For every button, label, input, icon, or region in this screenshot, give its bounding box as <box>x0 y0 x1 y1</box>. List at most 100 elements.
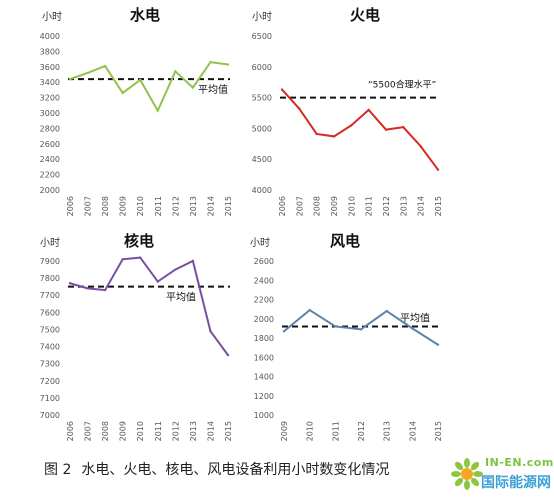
x-tick-label: 2013 <box>189 196 198 216</box>
x-tick-label: 2014 <box>417 196 426 216</box>
data-point <box>86 287 89 290</box>
x-tick-label: 2011 <box>331 421 340 441</box>
y-tick-label: 4000 <box>40 32 60 41</box>
x-tick-label: 2011 <box>154 196 163 216</box>
y-tick-label: 1800 <box>254 334 274 343</box>
x-tick-label: 2014 <box>408 421 417 441</box>
chart-nuclear: 核电 小时 7000 7100 7200 7300 7400 7500 7600 7700 78… <box>40 232 233 441</box>
data-point <box>68 282 72 285</box>
x-tick-label: 2009 <box>280 421 289 441</box>
data-point <box>332 135 336 138</box>
data-point <box>139 78 142 82</box>
data-point <box>436 343 440 346</box>
series-line <box>281 88 439 171</box>
chart-title: 火电 <box>350 6 380 24</box>
y-tick-label: 2200 <box>254 296 274 305</box>
series-line <box>69 256 229 356</box>
y-axis-unit: 小时 <box>250 237 270 249</box>
y-tick-label: 2600 <box>40 140 60 149</box>
data-point <box>334 325 337 328</box>
y-tick-label: 7500 <box>40 325 60 334</box>
y-axis-unit: 小时 <box>42 11 62 23</box>
watermark-name: 国际能源网 <box>481 475 551 491</box>
data-points <box>68 256 230 357</box>
y-ticks: 1000 1200 1400 1600 1800 2000 2200 2400 2600 <box>254 257 274 420</box>
y-tick-label: 6000 <box>252 63 272 72</box>
x-ticks: 2006 2007 2008 2009 2010 2011 2012 2013 2014 2015 <box>66 421 233 441</box>
data-points <box>282 308 440 346</box>
data-point <box>298 107 301 110</box>
x-tick-label: 2010 <box>306 421 315 441</box>
y-tick-label: 3000 <box>40 109 60 118</box>
y-tick-label: 3200 <box>40 94 60 103</box>
chart-title: 水电 <box>130 6 160 24</box>
figure-number: 图 2 <box>44 462 72 478</box>
data-points <box>280 88 440 171</box>
y-tick-label: 5500 <box>252 94 272 103</box>
data-point <box>226 353 230 357</box>
y-tick-label: 7100 <box>40 394 60 403</box>
data-point <box>282 330 286 333</box>
y-tick-label: 4500 <box>252 155 272 164</box>
data-point <box>367 108 370 112</box>
x-tick-label: 2010 <box>347 196 356 216</box>
x-tick-label: 2012 <box>382 196 391 216</box>
data-point <box>68 77 72 81</box>
data-point <box>121 91 124 95</box>
y-tick-label: 5000 <box>252 124 272 133</box>
x-tick-label: 2006 <box>278 196 287 216</box>
y-tick-label: 2000 <box>40 186 60 195</box>
watermark-site: IN-EN.com <box>485 456 554 469</box>
x-tick-label: 2009 <box>330 196 339 216</box>
x-tick-label: 2013 <box>383 421 392 441</box>
charts-canvas: 水电 小时 2000 2200 2400 2600 2800 3000 3200 3400 36… <box>40 6 443 441</box>
data-point <box>350 124 353 127</box>
data-point <box>226 63 230 66</box>
x-tick-label: 2014 <box>206 196 215 216</box>
y-tick-label: 1000 <box>254 411 274 420</box>
x-tick-label: 2009 <box>119 421 128 441</box>
chart-hydro: 水电 小时 2000 2200 2400 2600 2800 3000 3200 3400 36… <box>40 6 233 216</box>
figure-caption-text: 水电、火电、核电、风电设备利用小时数变化情况 <box>81 462 390 478</box>
y-tick-label: 7900 <box>40 257 60 266</box>
y-tick-label: 2000 <box>254 315 274 324</box>
x-tick-label: 2011 <box>365 196 374 216</box>
data-point <box>156 280 159 283</box>
data-point <box>174 268 177 271</box>
x-ticks: 2009 2010 2011 2012 2013 2014 2015 <box>280 421 443 441</box>
y-tick-label: 7800 <box>40 274 60 283</box>
data-point <box>359 328 363 331</box>
x-tick-label: 2015 <box>434 196 443 216</box>
y-tick-label: 4000 <box>252 186 272 195</box>
x-tick-label: 2008 <box>101 196 110 216</box>
data-point <box>103 64 107 68</box>
y-tick-label: 3800 <box>40 47 60 56</box>
data-point <box>174 70 177 73</box>
data-point <box>121 258 124 261</box>
x-tick-label: 2014 <box>206 421 215 441</box>
y-ticks: 4000 4500 5000 5500 6000 6500 <box>252 32 272 195</box>
figure-caption: 图 2 水电、火电、核电、风电设备利用小时数变化情况 <box>44 459 389 479</box>
data-point <box>419 145 422 148</box>
data-point <box>308 308 311 312</box>
data-point <box>385 309 388 313</box>
x-tick-label: 2007 <box>84 196 93 216</box>
data-point <box>191 86 195 89</box>
chart-title: 风电 <box>330 232 360 250</box>
data-point <box>86 71 89 75</box>
y-ticks: 2000 2200 2400 2600 2800 3000 3200 3400 3600 3800… <box>40 32 60 195</box>
y-tick-label: 2800 <box>40 124 60 133</box>
x-tick-label: 2015 <box>224 196 233 216</box>
data-point <box>402 125 405 129</box>
x-tick-label: 2013 <box>399 196 408 216</box>
y-tick-label: 2400 <box>254 276 274 285</box>
x-ticks: 2006 2007 2008 2009 2010 2011 2012 2013 2014 2015 <box>66 196 233 216</box>
data-points <box>68 60 230 112</box>
data-point <box>280 88 284 91</box>
data-point <box>209 60 212 64</box>
y-tick-label: 2400 <box>40 155 60 164</box>
y-tick-label: 1200 <box>254 392 274 401</box>
data-point <box>436 168 440 171</box>
average-label: 平均值 <box>166 291 196 304</box>
